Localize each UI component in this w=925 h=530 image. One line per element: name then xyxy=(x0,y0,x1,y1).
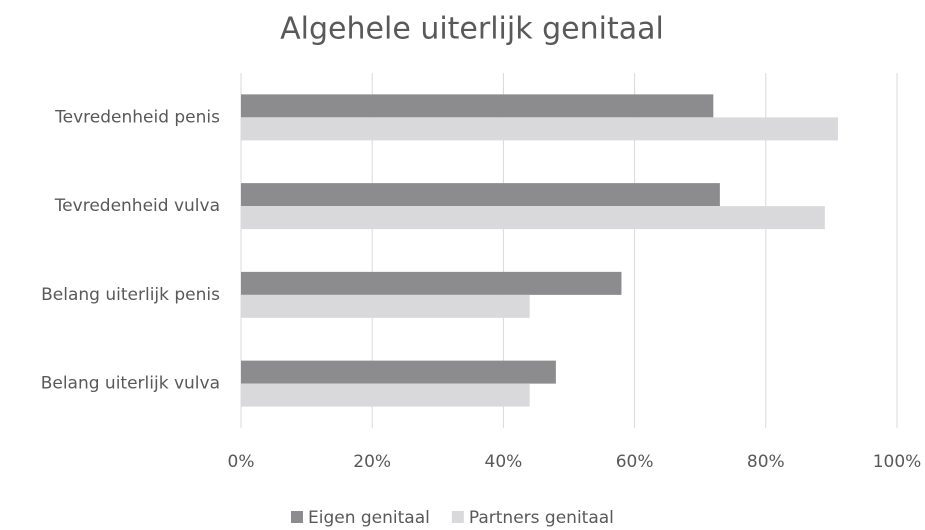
y-tick-label: Belang uiterlijk penis xyxy=(41,285,220,305)
bar xyxy=(241,271,622,295)
bar xyxy=(241,206,825,230)
x-tick-label: 20% xyxy=(353,452,391,472)
y-tick-label: Tevredenheid penis xyxy=(54,107,220,127)
bar xyxy=(241,383,530,407)
legend-label: Partners genitaal xyxy=(469,508,614,528)
chart-title: Algehele uiterlijk genitaal xyxy=(280,12,664,47)
bar xyxy=(241,117,838,141)
x-tick-label: 60% xyxy=(616,452,654,472)
legend-swatch xyxy=(291,511,303,523)
y-tick-label: Tevredenheid vulva xyxy=(54,196,220,216)
x-tick-label: 80% xyxy=(747,452,785,472)
bar xyxy=(241,360,556,384)
legend-label: Eigen genitaal xyxy=(308,508,430,528)
x-tick-label: 40% xyxy=(485,452,523,472)
bar xyxy=(241,94,714,118)
bar xyxy=(241,183,720,207)
y-tick-label: Belang uiterlijk vulva xyxy=(41,374,220,394)
legend-swatch xyxy=(451,511,464,523)
bar xyxy=(241,294,530,318)
x-tick-label: 100% xyxy=(873,452,922,472)
x-tick-label: 0% xyxy=(228,452,255,472)
